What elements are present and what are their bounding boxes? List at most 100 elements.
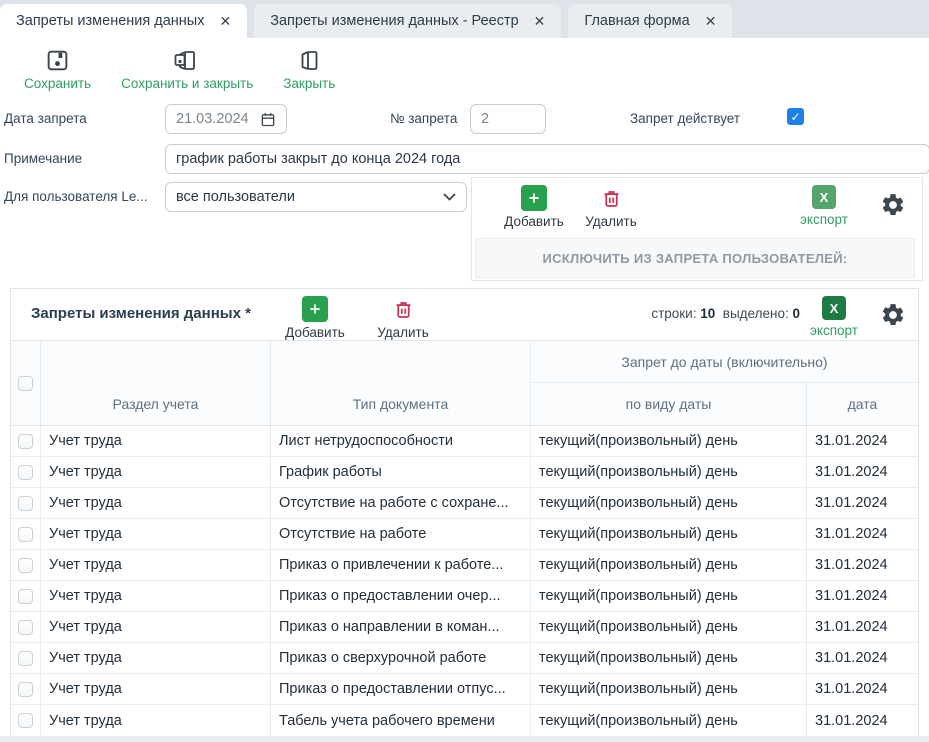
cell-doc-type: Приказ о привлечении к работе...	[271, 550, 531, 580]
grid-toolbar: Запреты изменения данных * Добавить Удал…	[11, 289, 918, 341]
date-label: Дата запрета	[4, 111, 87, 126]
note-label: Примечание	[4, 151, 83, 166]
panel-add-label: Добавить	[504, 214, 564, 229]
tab-close-icon[interactable]: ✕	[704, 12, 717, 29]
tab-glavnaya-forma[interactable]: Главная форма ✕	[568, 4, 733, 38]
cell-date: 31.01.2024	[815, 588, 888, 604]
panel-export-button[interactable]: X экспорт	[796, 185, 852, 227]
user-value: все пользователи	[176, 189, 295, 205]
column-header-section: Раздел учета	[41, 341, 271, 425]
calendar-icon[interactable]	[260, 111, 276, 128]
save-and-close-button[interactable]: Сохранить и закрыть	[121, 47, 253, 91]
active-label: Запрет действует	[630, 111, 741, 126]
cell-section: Учет труда	[41, 643, 271, 673]
table-row[interactable]: Учет труда Лист нетрудоспособности текущ…	[11, 426, 918, 457]
row-checkbox[interactable]	[18, 526, 33, 542]
cell-date-kind: текущий(произвольный) день	[531, 581, 807, 611]
gear-icon[interactable]	[880, 192, 906, 218]
grid-delete-button[interactable]: Удалить	[371, 296, 435, 340]
row-checkbox[interactable]	[18, 713, 33, 728]
row-checkbox[interactable]	[18, 619, 33, 635]
tab-close-icon[interactable]: ✕	[219, 12, 232, 29]
cell-doc-type: Отсутствие на работе	[271, 519, 531, 549]
cell-date: 31.01.2024	[815, 495, 888, 511]
plus-icon	[521, 185, 547, 211]
column-header-date-kind: по виду даты	[531, 383, 807, 425]
save-button[interactable]: Сохранить	[24, 47, 91, 91]
table-row[interactable]: Учет труда Табель учета рабочего времени…	[11, 705, 918, 736]
table-row[interactable]: Учет труда Приказ о направлении в коман.…	[11, 612, 918, 643]
panel-delete-label: Удалить	[585, 214, 637, 229]
grid-title: Запреты изменения данных *	[31, 305, 251, 322]
cell-date: 31.01.2024	[815, 433, 888, 449]
number-input[interactable]: 2	[470, 104, 546, 134]
cell-date-kind: текущий(произвольный) день	[531, 457, 807, 487]
table-row[interactable]: Учет труда Приказ о сверхурочной работе …	[11, 643, 918, 674]
cell-date-kind: текущий(произвольный) день	[531, 643, 807, 673]
cell-date: 31.01.2024	[815, 464, 888, 480]
cell-date-kind: текущий(произвольный) день	[531, 674, 807, 704]
panel-add-button[interactable]: Добавить	[496, 185, 572, 229]
exclude-panel-toolbar: Добавить Удалить X экспорт	[472, 178, 922, 236]
table-row[interactable]: Учет труда Отсутствие на работе текущий(…	[11, 519, 918, 550]
grid-export-label: экспорт	[810, 323, 858, 338]
user-select[interactable]: все пользователи	[165, 182, 467, 212]
cell-date: 31.01.2024	[815, 619, 888, 635]
tab-zaprety-reestr[interactable]: Запреты изменения данных - Реестр ✕	[254, 4, 562, 38]
active-checkbox[interactable]: ✓	[787, 108, 804, 125]
panel-delete-button[interactable]: Удалить	[576, 185, 646, 229]
table-row[interactable]: Учет труда Приказ о предоставлении отпус…	[11, 674, 918, 705]
tab-close-icon[interactable]: ✕	[533, 12, 546, 29]
cell-section: Учет труда	[41, 674, 271, 704]
table-row[interactable]: Учет труда Приказ о привлечении к работе…	[11, 550, 918, 581]
tab-label: Запреты изменения данных - Реестр	[270, 13, 519, 29]
table-row[interactable]: Учет труда Приказ о предоставлении очер.…	[11, 581, 918, 612]
form-area: Дата запрета 21.03.2024 № запрета 2 Запр…	[0, 100, 929, 288]
close-button[interactable]: Закрыть	[283, 47, 335, 91]
save-and-close-label: Сохранить и закрыть	[121, 76, 254, 91]
row-checkbox[interactable]	[18, 464, 33, 480]
column-header-date: дата	[847, 396, 878, 412]
close-label: Закрыть	[283, 76, 336, 91]
number-value: 2	[481, 111, 490, 127]
row-checkbox[interactable]	[18, 495, 33, 511]
select-all-checkbox[interactable]	[18, 375, 33, 391]
cell-doc-type: Приказ о направлении в коман...	[271, 612, 531, 642]
cell-section: Учет труда	[41, 488, 271, 518]
grid-add-button[interactable]: Добавить	[283, 296, 347, 340]
save-and-close-icon	[173, 47, 201, 74]
excel-icon: X	[812, 185, 836, 209]
row-checkbox[interactable]	[18, 557, 33, 573]
grid-export-button[interactable]: X экспорт	[806, 296, 862, 338]
grid-delete-label: Удалить	[377, 325, 429, 340]
save-label: Сохранить	[24, 76, 92, 91]
cell-section: Учет труда	[41, 581, 271, 611]
tab-zaprety-izmeneniya-dannyh[interactable]: Запреты изменения данных ✕	[0, 4, 248, 38]
cell-date-kind: текущий(произвольный) день	[531, 550, 807, 580]
table-row[interactable]: Учет труда График работы текущий(произво…	[11, 457, 918, 488]
date-value: 21.03.2024	[176, 111, 249, 127]
selected-count: 0	[792, 306, 800, 321]
panel-export-label: экспорт	[800, 212, 848, 227]
column-header-doc-type: Тип документа	[271, 341, 531, 425]
cell-doc-type: Приказ о предоставлении отпус...	[271, 674, 531, 704]
tab-bar: Запреты изменения данных ✕ Запреты измен…	[0, 0, 929, 38]
cell-date-kind: текущий(произвольный) день	[531, 426, 807, 456]
bottom-strip	[0, 736, 929, 742]
cell-date: 31.01.2024	[815, 557, 888, 573]
row-checkbox[interactable]	[18, 433, 33, 449]
row-checkbox[interactable]	[18, 681, 33, 697]
row-checkbox[interactable]	[18, 588, 33, 604]
main-toolbar: Сохранить Сохранить и закрыть Закрыть	[0, 38, 929, 100]
cell-date: 31.01.2024	[815, 650, 888, 666]
table-row[interactable]: Учет труда Отсутствие на работе с сохран…	[11, 488, 918, 519]
trash-icon	[393, 296, 414, 322]
tab-label: Главная форма	[584, 13, 690, 29]
date-input[interactable]: 21.03.2024	[165, 104, 287, 134]
gear-icon[interactable]	[880, 302, 906, 328]
cell-doc-type: Отсутствие на работе с сохране...	[271, 488, 531, 518]
selected-label: выделено:	[722, 306, 789, 321]
cell-section: Учет труда	[41, 550, 271, 580]
row-checkbox[interactable]	[18, 650, 33, 666]
note-input[interactable]: график работы закрыт до конца 2024 года	[165, 144, 929, 174]
